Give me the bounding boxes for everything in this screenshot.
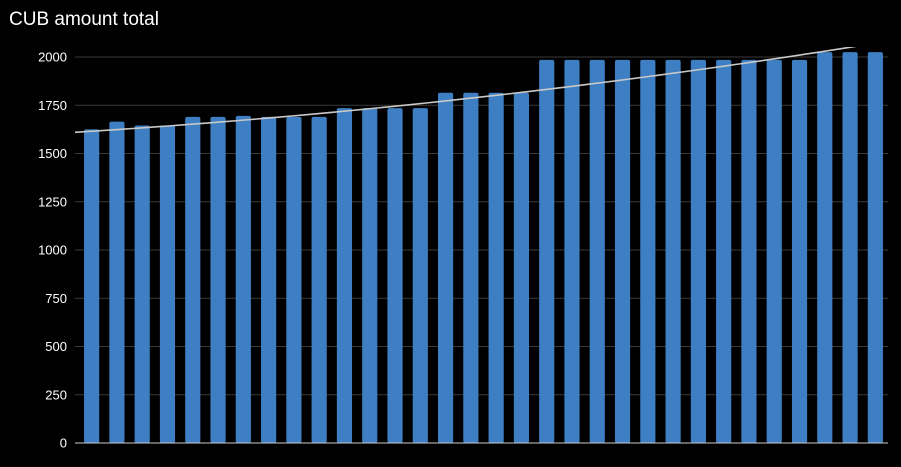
chart-title: CUB amount total	[9, 9, 159, 30]
bar	[185, 116, 201, 443]
bar	[766, 59, 782, 443]
bar	[437, 92, 454, 443]
y-tick-label: 500	[45, 339, 67, 354]
bar	[134, 125, 150, 443]
bar	[463, 92, 479, 443]
bar	[235, 115, 251, 444]
bar	[159, 125, 176, 443]
bar	[589, 59, 605, 443]
y-tick-label: 750	[45, 291, 67, 306]
bar	[539, 59, 555, 443]
bar	[261, 116, 277, 443]
bar	[387, 108, 403, 443]
y-tick-label: 0	[60, 436, 67, 451]
bar	[564, 59, 580, 443]
trendline	[75, 47, 857, 134]
bar	[867, 52, 883, 444]
y-tick-label: 250	[45, 387, 67, 402]
y-tick-label: 1000	[38, 243, 67, 258]
y-tick-label: 2000	[38, 50, 67, 65]
y-tick-label: 1750	[38, 98, 67, 113]
bar	[286, 116, 302, 443]
bar	[690, 59, 706, 443]
y-tick-label: 1250	[38, 194, 67, 209]
bar	[362, 108, 378, 443]
bar	[210, 116, 226, 443]
bar	[488, 92, 504, 443]
bar	[741, 59, 757, 443]
bar	[336, 108, 353, 443]
bar	[665, 59, 681, 443]
bar	[614, 59, 631, 443]
bar	[842, 52, 858, 444]
bar	[109, 121, 125, 444]
y-tick-label: 1500	[38, 146, 67, 161]
bar	[817, 52, 833, 444]
bar	[513, 92, 530, 443]
bar	[640, 59, 656, 443]
bar	[791, 59, 808, 443]
bar	[716, 59, 732, 443]
bar	[84, 129, 100, 444]
bar	[311, 116, 327, 443]
bar	[412, 108, 428, 443]
